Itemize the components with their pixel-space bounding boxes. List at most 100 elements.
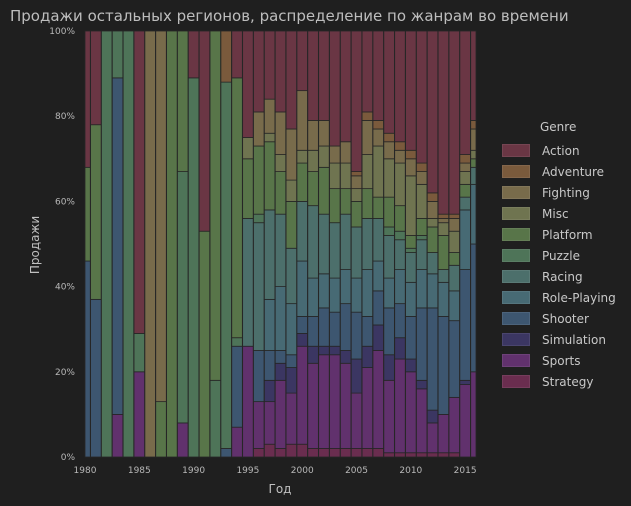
y-tick-label: 100%	[49, 27, 75, 37]
x-tick-label: 2010	[399, 466, 422, 476]
bar-segment-2016-sports	[470, 371, 477, 458]
bar-segment-2007-sports	[372, 350, 384, 449]
bar-segment-2015-role-playing	[459, 209, 471, 270]
x-tick-label: 2005	[345, 466, 368, 476]
bar-segment-2006-racing	[361, 218, 374, 270]
bar-segment-1999-action	[285, 30, 298, 130]
bar-segment-2007-role-playing	[372, 260, 384, 292]
bar-segment-1988-platform	[166, 30, 178, 458]
bar-segment-2008-shooter	[383, 307, 395, 356]
legend-label: Platform	[542, 227, 593, 242]
bar-segment-1999-simulation	[285, 367, 298, 394]
bar-segment-1990-puzzle	[187, 77, 200, 458]
bar-segment-2001-simulation	[307, 345, 319, 364]
y-tick-label: 40%	[55, 283, 75, 293]
bar-segment-1998-racing	[274, 213, 287, 287]
legend-label: Puzzle	[542, 248, 580, 263]
bar-segment-2007-action	[372, 30, 384, 121]
legend-label: Shooter	[542, 311, 589, 326]
y-tick-label: 80%	[55, 112, 75, 122]
bar-segment-2003-platform	[329, 188, 341, 224]
bar-segment-2016-platform	[470, 158, 477, 168]
bar-segment-2010-racing	[405, 252, 417, 283]
x-tick-label: 1990	[182, 466, 205, 476]
bar-segment-2001-action	[307, 30, 319, 121]
y-axis-label: Продажи	[28, 215, 42, 275]
bar-segment-2000-misc	[296, 149, 308, 164]
legend-label: Simulation	[542, 332, 606, 347]
bar-segment-1998-simulation	[274, 362, 287, 381]
bar-segment-2003-role-playing	[329, 277, 341, 313]
bar-segment-1980-action	[84, 30, 91, 168]
bar-segment-2001-sports	[307, 362, 319, 449]
legend-label: Fighting	[542, 185, 590, 200]
bar-segment-2012-racing	[426, 252, 439, 275]
bar-segment-1995-action	[242, 30, 254, 138]
bar-segment-2006-sports	[361, 367, 374, 449]
bar-segment-2016-racing	[470, 166, 477, 185]
legend-item-puzzle: Puzzle	[502, 245, 616, 266]
bar-segment-1984-puzzle	[122, 30, 135, 458]
bar-segment-2011-strategy	[416, 452, 428, 458]
bar-segment-1998-fighting	[274, 111, 287, 155]
bar-segment-2009-adventure	[394, 141, 406, 151]
bar-segment-1999-role-playing	[285, 303, 298, 356]
bar-segment-2012-adventure	[426, 192, 439, 202]
bar-segment-2016-shooter	[470, 243, 477, 373]
bar-segment-2000-racing	[296, 200, 308, 262]
bar-segment-2009-shooter	[394, 303, 406, 339]
legend-item-fighting: Fighting	[502, 182, 616, 203]
bar-segment-2013-racing	[437, 269, 450, 283]
legend-swatch	[502, 165, 530, 178]
bar-segment-2008-fighting	[383, 141, 395, 160]
bar-segment-2010-sports	[405, 371, 417, 454]
bar-segment-2002-shooter	[318, 307, 330, 347]
legend-item-simulation: Simulation	[502, 329, 616, 350]
bar-segment-2011-action	[416, 30, 428, 164]
bar-segment-2011-simulation	[416, 379, 428, 390]
bar-segment-2003-fighting	[329, 145, 341, 164]
bar-segment-2001-misc	[307, 149, 319, 172]
bar-segment-2010-role-playing	[405, 281, 417, 317]
bar-segment-2002-misc	[318, 145, 330, 168]
bar-segment-2010-strategy	[405, 452, 417, 458]
bar-segment-1999-sports	[285, 392, 298, 445]
bar-segment-1980-platform	[84, 166, 91, 262]
bar-segment-2012-fighting	[426, 200, 439, 219]
bar-segment-2011-platform	[416, 218, 428, 236]
bar-segment-2012-role-playing	[426, 273, 439, 309]
bar-segment-2016-fighting	[470, 128, 477, 151]
bar-segment-2008-role-playing	[383, 277, 395, 309]
bar-segment-2002-platform	[318, 166, 330, 215]
bar-segment-1998-shooter	[274, 350, 287, 364]
bar-segment-2008-simulation	[383, 354, 395, 381]
bar-segment-2011-adventure	[416, 162, 428, 172]
bar-segment-2007-shooter	[372, 290, 384, 326]
bar-segment-2012-strategy	[426, 452, 439, 458]
y-tick-label: 0%	[61, 453, 76, 463]
bar-segment-1992-platform	[209, 30, 222, 381]
bar-segment-1997-role-playing	[263, 298, 276, 351]
bar-segment-2003-shooter	[329, 311, 341, 347]
bar-segment-2013-strategy	[437, 452, 450, 458]
bar-segment-2003-racing	[329, 222, 341, 279]
bar-segment-2015-racing	[459, 196, 471, 211]
legend: Genre Action Adventure Fighting Misc Platfor…	[502, 120, 616, 392]
bar-segment-2016-adventure	[470, 120, 477, 130]
bar-segment-2004-role-playing	[339, 269, 352, 305]
bar-segment-2008-sports	[383, 379, 395, 454]
bar-segment-2012-sports	[426, 422, 439, 454]
bar-segment-2008-adventure	[383, 132, 395, 143]
bar-segment-2009-misc	[394, 162, 406, 207]
bar-segment-2006-misc	[361, 154, 374, 190]
bar-segment-1991-platform	[198, 230, 211, 458]
bar-segment-2001-fighting	[307, 120, 319, 151]
bar-segment-2004-misc	[339, 162, 352, 190]
legend-swatch	[502, 333, 530, 346]
bar-segment-1995-misc	[242, 137, 254, 160]
bar-segment-1999-misc	[285, 179, 298, 202]
legend-label: Action	[542, 143, 580, 158]
bar-segment-2000-role-playing	[296, 260, 308, 317]
bar-segment-1985-action	[133, 30, 145, 334]
